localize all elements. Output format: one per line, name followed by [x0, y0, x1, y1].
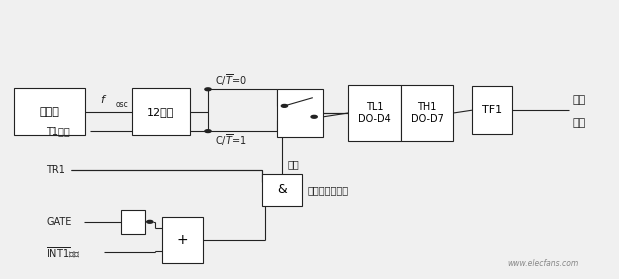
Text: TR1: TR1 [46, 165, 65, 175]
Text: $f$: $f$ [100, 93, 107, 105]
Text: 振蕩器: 振蕩器 [40, 107, 59, 117]
Text: 控制: 控制 [288, 160, 300, 169]
Bar [261, 174, 302, 206]
Bar [472, 86, 513, 134]
Bar [348, 85, 401, 141]
Bar [277, 89, 323, 137]
Text: 中斷: 中斷 [573, 95, 586, 105]
Circle shape [311, 116, 318, 118]
Text: （高電平有效）: （高電平有效） [308, 185, 349, 195]
Bar [162, 217, 202, 263]
Bar [14, 88, 85, 135]
Bar [401, 85, 453, 141]
Text: TL1
DO-D4: TL1 DO-D4 [358, 102, 391, 124]
Text: www.elecfans.com: www.elecfans.com [508, 259, 579, 268]
Text: +: + [177, 233, 188, 247]
Circle shape [205, 130, 211, 133]
Circle shape [147, 220, 153, 223]
Text: C/$\overline{T}$=1: C/$\overline{T}$=1 [215, 133, 247, 148]
Text: osc: osc [116, 100, 129, 109]
Text: 請求: 請求 [573, 118, 586, 128]
Text: 12分頻: 12分頻 [147, 107, 175, 117]
Text: GATE: GATE [46, 217, 72, 227]
Text: TF1: TF1 [482, 105, 502, 115]
Bar [121, 210, 145, 234]
Text: TH1
DO-D7: TH1 DO-D7 [410, 102, 444, 124]
Bar [132, 88, 191, 135]
Text: C/$\overline{T}$=0: C/$\overline{T}$=0 [215, 73, 247, 88]
Text: $\overline{\rm INT1}$引腳: $\overline{\rm INT1}$引腳 [46, 245, 80, 260]
Circle shape [205, 88, 211, 91]
Text: T1引腳: T1引腳 [46, 126, 70, 136]
Text: &: & [277, 183, 287, 196]
Circle shape [281, 105, 288, 107]
